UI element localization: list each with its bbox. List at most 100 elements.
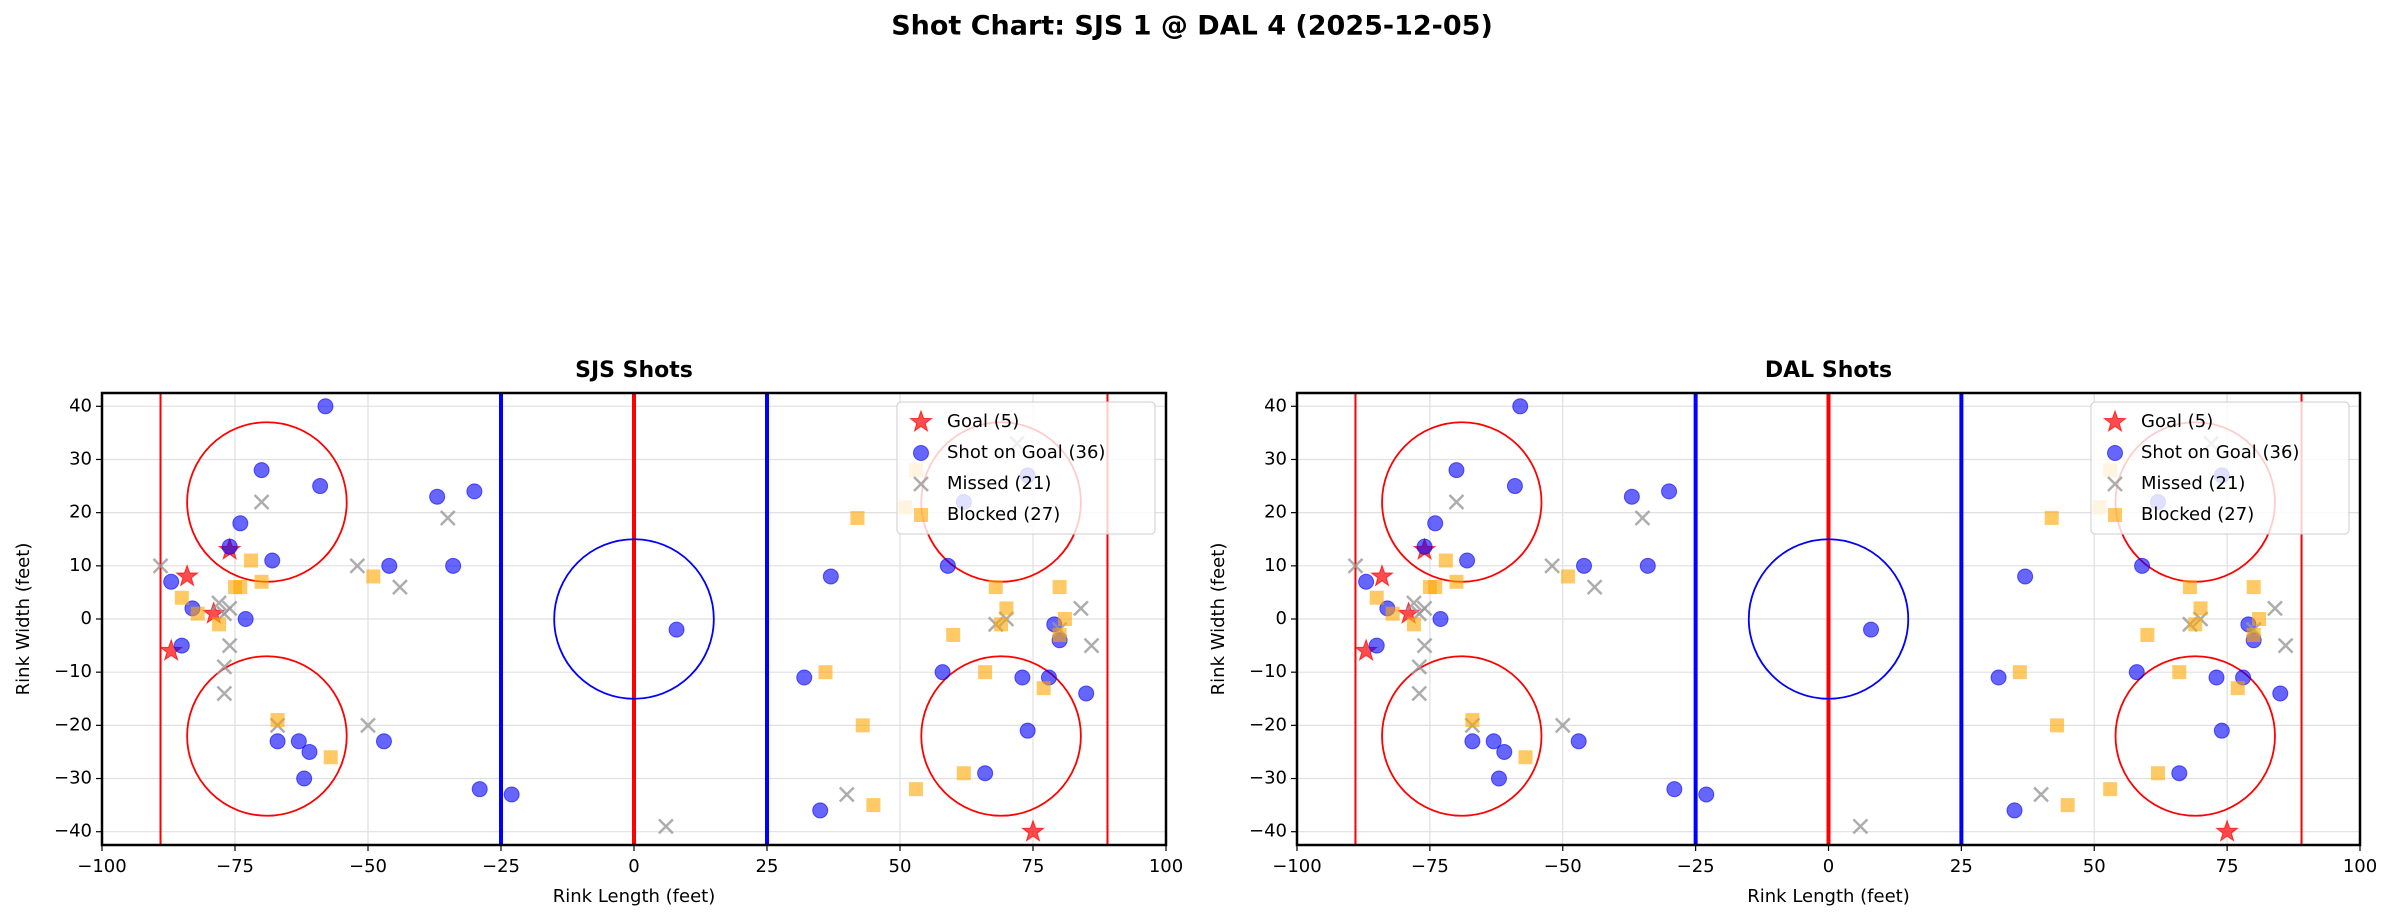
shot-marker xyxy=(1698,786,1715,803)
subplot-title: SJS Shots xyxy=(575,358,693,383)
blocked-marker xyxy=(2230,681,2245,696)
x-tick-label: 0 xyxy=(628,856,639,877)
missed-marker xyxy=(658,818,674,835)
shot-marker xyxy=(375,733,392,750)
blocked-marker xyxy=(2172,665,2187,680)
shot-marker xyxy=(1490,770,1507,787)
shot-marker xyxy=(977,765,994,782)
blocked-marker xyxy=(1052,580,1067,595)
shot-marker xyxy=(1078,685,1095,702)
legend: Goal (5) Shot on Goal (36) Missed (21) Bloc… xyxy=(896,401,1156,535)
blocked-marker xyxy=(2252,612,2267,626)
shot-marker xyxy=(1019,722,1036,739)
shot-marker xyxy=(264,552,281,569)
missed-marker xyxy=(2277,637,2294,654)
shot-marker xyxy=(812,802,829,819)
y-tick-label: 20 xyxy=(69,502,92,523)
goal-marker xyxy=(1370,563,1394,587)
blocked-marker xyxy=(1561,569,1576,584)
y-tick-label: −40 xyxy=(1249,821,1287,842)
missed-marker xyxy=(1448,494,1465,510)
blocked-marker xyxy=(2140,627,2155,642)
blocked-marker xyxy=(999,601,1014,616)
x-tick-label: 50 xyxy=(2083,856,2106,877)
shot-marker xyxy=(1666,781,1683,798)
axes-frame xyxy=(1295,391,2362,847)
subplot: −100 −75 −50 −25 0 25 50 75 100−40−30−20−1001020… xyxy=(13,358,1183,907)
blocked-marker xyxy=(2044,510,2059,525)
shot-marker xyxy=(1512,398,1529,415)
missed-marker xyxy=(2267,600,2283,617)
shot-marker xyxy=(1576,557,1593,574)
blocked-marker xyxy=(988,580,1003,595)
shot-marker xyxy=(1432,611,1449,627)
shot-marker xyxy=(296,770,313,787)
shot-marker xyxy=(939,557,956,574)
shot-marker xyxy=(1358,573,1375,590)
legend: Goal (5) Shot on Goal (36) Missed (21) Bloc… xyxy=(2090,401,2350,535)
shot-marker xyxy=(429,488,446,505)
y-tick-label: 10 xyxy=(1264,555,1287,576)
blocked-marker xyxy=(1438,553,1453,568)
shot-marker xyxy=(301,743,318,760)
goal-marker xyxy=(1021,819,1045,842)
shot-marker xyxy=(290,733,307,750)
goal-marker xyxy=(2215,819,2240,842)
rink xyxy=(1354,393,2303,845)
shot-marker xyxy=(2128,664,2145,681)
y-tick-label: −30 xyxy=(1249,768,1287,789)
y-tick-label: 10 xyxy=(69,555,92,576)
blocked-marker xyxy=(850,510,865,525)
missed-marker xyxy=(1083,637,1100,654)
y-axis-label: Rink Width (feet) xyxy=(13,543,34,696)
blocked-marker xyxy=(978,665,993,680)
missed-marker xyxy=(1554,717,1571,734)
legend-label: Blocked (27) xyxy=(2141,504,2254,525)
shot-marker xyxy=(1448,462,1465,479)
shot-marker xyxy=(466,483,483,500)
shot-marker xyxy=(253,462,270,479)
blocked-marker xyxy=(2246,627,2261,642)
y-tick-label: 0 xyxy=(81,608,92,629)
x-tick-label: 75 xyxy=(1022,856,1045,877)
blocked-marker xyxy=(212,617,227,632)
shot-marker xyxy=(237,611,254,627)
missed-marker xyxy=(216,685,233,702)
figure-title: Shot Chart: SJS 1 @ DAL 4 (2025-12-05) xyxy=(891,11,1493,42)
legend-label: Shot on Goal (36) xyxy=(2141,442,2299,463)
y-axis-label: Rink Width (feet) xyxy=(1208,543,1229,696)
blocked-marker xyxy=(2193,601,2208,616)
shot-marker xyxy=(1464,733,1481,750)
missed-marker xyxy=(221,637,238,654)
shot-marker xyxy=(221,538,238,555)
blocked-marker xyxy=(254,574,269,589)
blocked-marker xyxy=(956,766,971,781)
blocked-marker xyxy=(1385,606,1400,621)
x-tick-label: 50 xyxy=(889,856,912,877)
missed-marker xyxy=(1544,557,1561,574)
faceoff-circle xyxy=(1381,655,1543,817)
y-tick-label: 20 xyxy=(1264,502,1287,523)
shot-marker xyxy=(1427,515,1444,532)
blocked-marker xyxy=(174,590,189,605)
missed-marker xyxy=(392,579,408,595)
x-axis-label: Rink Length (feet) xyxy=(1747,886,1909,907)
y-tick-label: −10 xyxy=(1249,661,1287,682)
shot-marker xyxy=(2006,802,2023,819)
legend-frame xyxy=(896,401,1156,535)
missed-marker xyxy=(1852,818,1869,835)
y-tick-label: 40 xyxy=(1264,395,1287,416)
subplot: −100 −75 −50 −25 0 25 50 75 100−40−30−20−1001020… xyxy=(1208,358,2377,907)
blocked-marker xyxy=(914,508,928,522)
missed-marker xyxy=(253,494,270,510)
blocked-marker xyxy=(1428,580,1443,595)
blocked-marker xyxy=(1406,617,1421,632)
shot-marker xyxy=(1459,552,1476,569)
shot-marker xyxy=(173,637,190,654)
missed-marker xyxy=(216,658,233,675)
blocked-marker xyxy=(270,713,285,728)
blocked-marker xyxy=(2103,782,2118,797)
missed-marker xyxy=(1416,600,1433,617)
y-tick-label: 40 xyxy=(69,395,92,416)
